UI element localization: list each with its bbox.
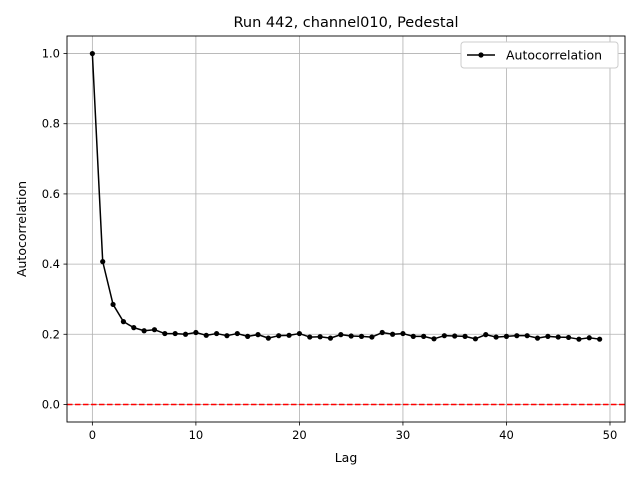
grid bbox=[67, 36, 625, 422]
data-point bbox=[348, 333, 354, 339]
data-point bbox=[172, 330, 178, 337]
data-point bbox=[162, 330, 168, 337]
data-point bbox=[245, 333, 251, 339]
plot-frame bbox=[66, 35, 626, 423]
data-point bbox=[524, 333, 530, 339]
series-autocorrelation bbox=[89, 50, 603, 342]
x-tick-label: 50 bbox=[603, 428, 618, 442]
data-point bbox=[586, 335, 592, 341]
data-point bbox=[265, 335, 271, 341]
data-point bbox=[338, 332, 344, 338]
legend-marker-swatch bbox=[478, 52, 484, 58]
data-point bbox=[452, 333, 458, 339]
x-tick-label: 10 bbox=[189, 428, 204, 442]
legend-box bbox=[460, 41, 619, 69]
data-point bbox=[286, 332, 292, 338]
data-point bbox=[234, 330, 240, 337]
data-point bbox=[203, 332, 209, 338]
data-point bbox=[462, 333, 468, 339]
data-point bbox=[193, 329, 199, 336]
data-point bbox=[597, 336, 603, 342]
x-tick-label: 0 bbox=[89, 428, 96, 442]
data-point bbox=[213, 330, 220, 337]
data-point bbox=[307, 334, 313, 340]
data-point bbox=[493, 334, 499, 340]
x-tick-label: 20 bbox=[292, 428, 307, 442]
y-tick-label: 0.2 bbox=[42, 327, 60, 341]
y-tick-label: 0.8 bbox=[42, 117, 60, 131]
data-point bbox=[296, 330, 303, 337]
data-point bbox=[358, 333, 365, 339]
data-point bbox=[100, 259, 106, 265]
data-point bbox=[120, 319, 127, 325]
data-point bbox=[224, 333, 230, 339]
x-axis-label: Lag bbox=[335, 450, 358, 465]
y-tick-label: 1.0 bbox=[42, 47, 60, 61]
x-tick-label: 30 bbox=[396, 428, 411, 442]
data-point bbox=[141, 328, 147, 334]
data-point bbox=[483, 332, 489, 338]
data-point bbox=[400, 330, 406, 337]
data-point bbox=[369, 334, 375, 340]
data-point bbox=[89, 50, 95, 57]
data-point bbox=[441, 333, 447, 339]
data-point bbox=[514, 333, 520, 339]
data-point bbox=[576, 336, 582, 342]
data-point bbox=[472, 336, 479, 342]
chart-title: Run 442, channel010, Pedestal bbox=[233, 15, 458, 31]
data-point bbox=[131, 325, 137, 331]
legend-label: Autocorrelation bbox=[506, 48, 602, 63]
data-point bbox=[545, 333, 551, 339]
x-tick-label: 40 bbox=[499, 428, 514, 442]
data-point bbox=[379, 329, 385, 336]
data-point bbox=[255, 332, 261, 338]
data-point bbox=[431, 336, 437, 342]
y-tick-label: 0.6 bbox=[42, 187, 60, 201]
data-point bbox=[555, 334, 561, 340]
legend: Autocorrelation bbox=[460, 41, 619, 69]
ticks: 0 10 20 30 40 50 0.0 0.2 0.4 0.6 0.8 1.0 bbox=[42, 47, 618, 442]
data-point bbox=[534, 335, 541, 341]
data-point bbox=[410, 333, 416, 339]
y-tick-label: 0.4 bbox=[42, 257, 60, 271]
series-line bbox=[91, 53, 600, 340]
data-point bbox=[327, 335, 334, 341]
data-point bbox=[151, 327, 158, 333]
data-point bbox=[421, 333, 427, 339]
data-point bbox=[389, 331, 396, 337]
data-point bbox=[503, 333, 510, 339]
y-axis-label: Autocorrelation bbox=[14, 181, 29, 277]
y-tick-label: 0.0 bbox=[42, 397, 60, 411]
data-point bbox=[110, 301, 116, 308]
data-point bbox=[317, 334, 323, 340]
data-point bbox=[565, 334, 572, 341]
data-point bbox=[182, 331, 189, 337]
data-point bbox=[276, 333, 282, 339]
